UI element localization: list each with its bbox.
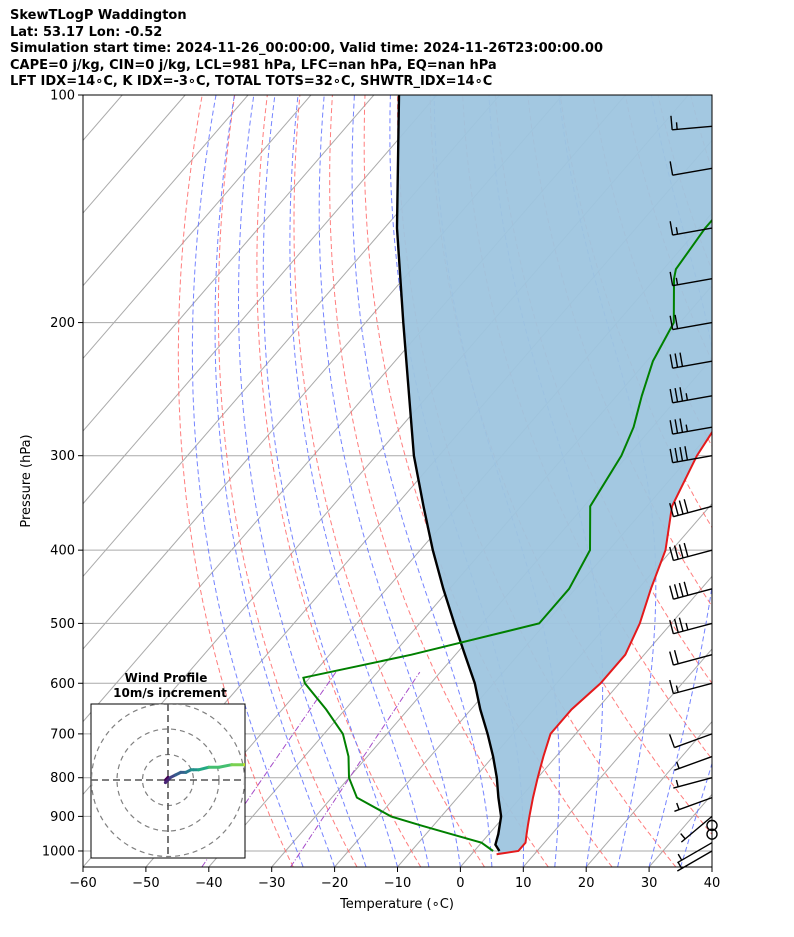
x-tick-label: 20 [578,876,595,891]
wind-barb [670,115,713,131]
wind-barb [669,271,713,287]
wind-barb [669,221,713,236]
indices-line-1: CAPE=0 j/kg, CIN=0 j/kg, LCL=981 hPa, LF… [10,57,497,73]
wind-barb [669,650,713,666]
wind-barb [669,617,713,635]
hodograph-trace-segment [217,763,234,769]
dry-adiabat [256,95,422,867]
x-tick-label: −20 [321,876,348,891]
x-tick-label: 30 [641,876,658,891]
hodograph-inset: Wind Profile 10m/s increment [90,671,260,859]
y-axis-label: Pressure (hPa) [19,434,34,527]
x-tick-label: −10 [384,876,411,891]
wind-barb [669,314,713,331]
isotherm-line [83,95,438,505]
isotherm-line [585,720,712,867]
wind-barb [677,850,713,872]
time-line: Simulation start time: 2024-11-26_00:00:… [10,41,603,56]
wind-barb [669,679,713,695]
moist-adiabat [648,95,712,867]
y-tick-label: 700 [50,727,75,742]
location-line: Lat: 53.17 Lon: -0.52 [10,24,163,40]
dry-adiabat [177,95,294,867]
wind-barb [669,542,713,562]
x-tick-label: 40 [704,876,721,891]
wind-barb [669,387,713,404]
dry-adiabat [217,95,358,867]
y-tick-label: 100 [50,89,75,104]
isotherm-line [83,95,249,287]
dry-adiabat [293,95,485,867]
moist-adiabat [680,761,712,867]
moist-adiabat [744,95,794,867]
y-tick-label: 300 [50,449,75,464]
y-tick-label: 600 [50,677,75,692]
moist-adiabat [214,95,336,867]
dry-adiabat [788,95,794,867]
x-tick-label: −50 [132,876,159,891]
hodograph-ring [91,704,245,858]
x-tick-label: −40 [195,876,222,891]
parcel-shading [397,95,712,855]
hodograph-subtitle: 10m/s increment [113,686,227,700]
wind-barb [673,777,713,789]
isotherm-line [83,95,312,360]
x-axis-label: Temperature (∘C) [339,897,454,912]
dry-adiabat [723,95,794,867]
wind-barb [669,499,713,518]
parcel-profile-line [395,95,503,852]
wind-barb [706,828,718,840]
y-tick-label: 800 [50,771,75,786]
wind-barb [669,446,713,464]
moist-adiabat [711,865,712,867]
wind-barb [706,819,718,832]
y-tick-label: 900 [50,810,75,825]
y-tick-label: 1000 [42,844,75,859]
moist-adiabat [238,95,367,867]
isotherm-line [83,95,501,578]
dry-adiabat [756,95,794,867]
wind-barb [669,161,713,176]
x-tick-label: 10 [515,876,532,891]
mixing-ratio-line [290,671,421,867]
x-tick-label: 0 [456,876,464,891]
wind-barb [669,352,713,369]
wind-barb [674,755,713,771]
hodograph-trace-segment [252,762,260,765]
wind-barb [668,733,713,749]
y-tick-label: 200 [50,316,75,331]
wind-barbs [668,115,718,872]
isotherm-line [83,95,375,432]
wind-barb [680,815,713,843]
wind-barb [674,796,713,812]
dewpoint-line [302,218,712,852]
wind-barb [669,581,713,600]
chart-header: SkewTLogP Waddington Lat: 53.17 Lon: -0.… [10,8,603,91]
y-tick-label: 400 [50,544,75,559]
chart-title: SkewTLogP Waddington [10,8,187,23]
wind-barb [669,418,713,435]
isotherm-line [711,866,712,867]
isotherm-line [460,575,712,867]
moist-adiabat [262,95,398,867]
moist-adiabat [351,95,493,867]
x-tick-label: −30 [258,876,285,891]
hodograph-title: Wind Profile [125,671,208,685]
temperature-line [496,430,712,856]
isotherm-line [522,648,712,867]
hodograph-trace-segment [197,765,211,772]
moist-adiabat [191,95,304,867]
wind-barb [677,842,713,864]
indices-line-2: LFT IDX=14∘C, K IDX=-3∘C, TOTAL TOTS=32∘… [10,74,493,89]
y-tick-label: 500 [50,617,75,632]
x-tick-label: −60 [69,876,96,891]
